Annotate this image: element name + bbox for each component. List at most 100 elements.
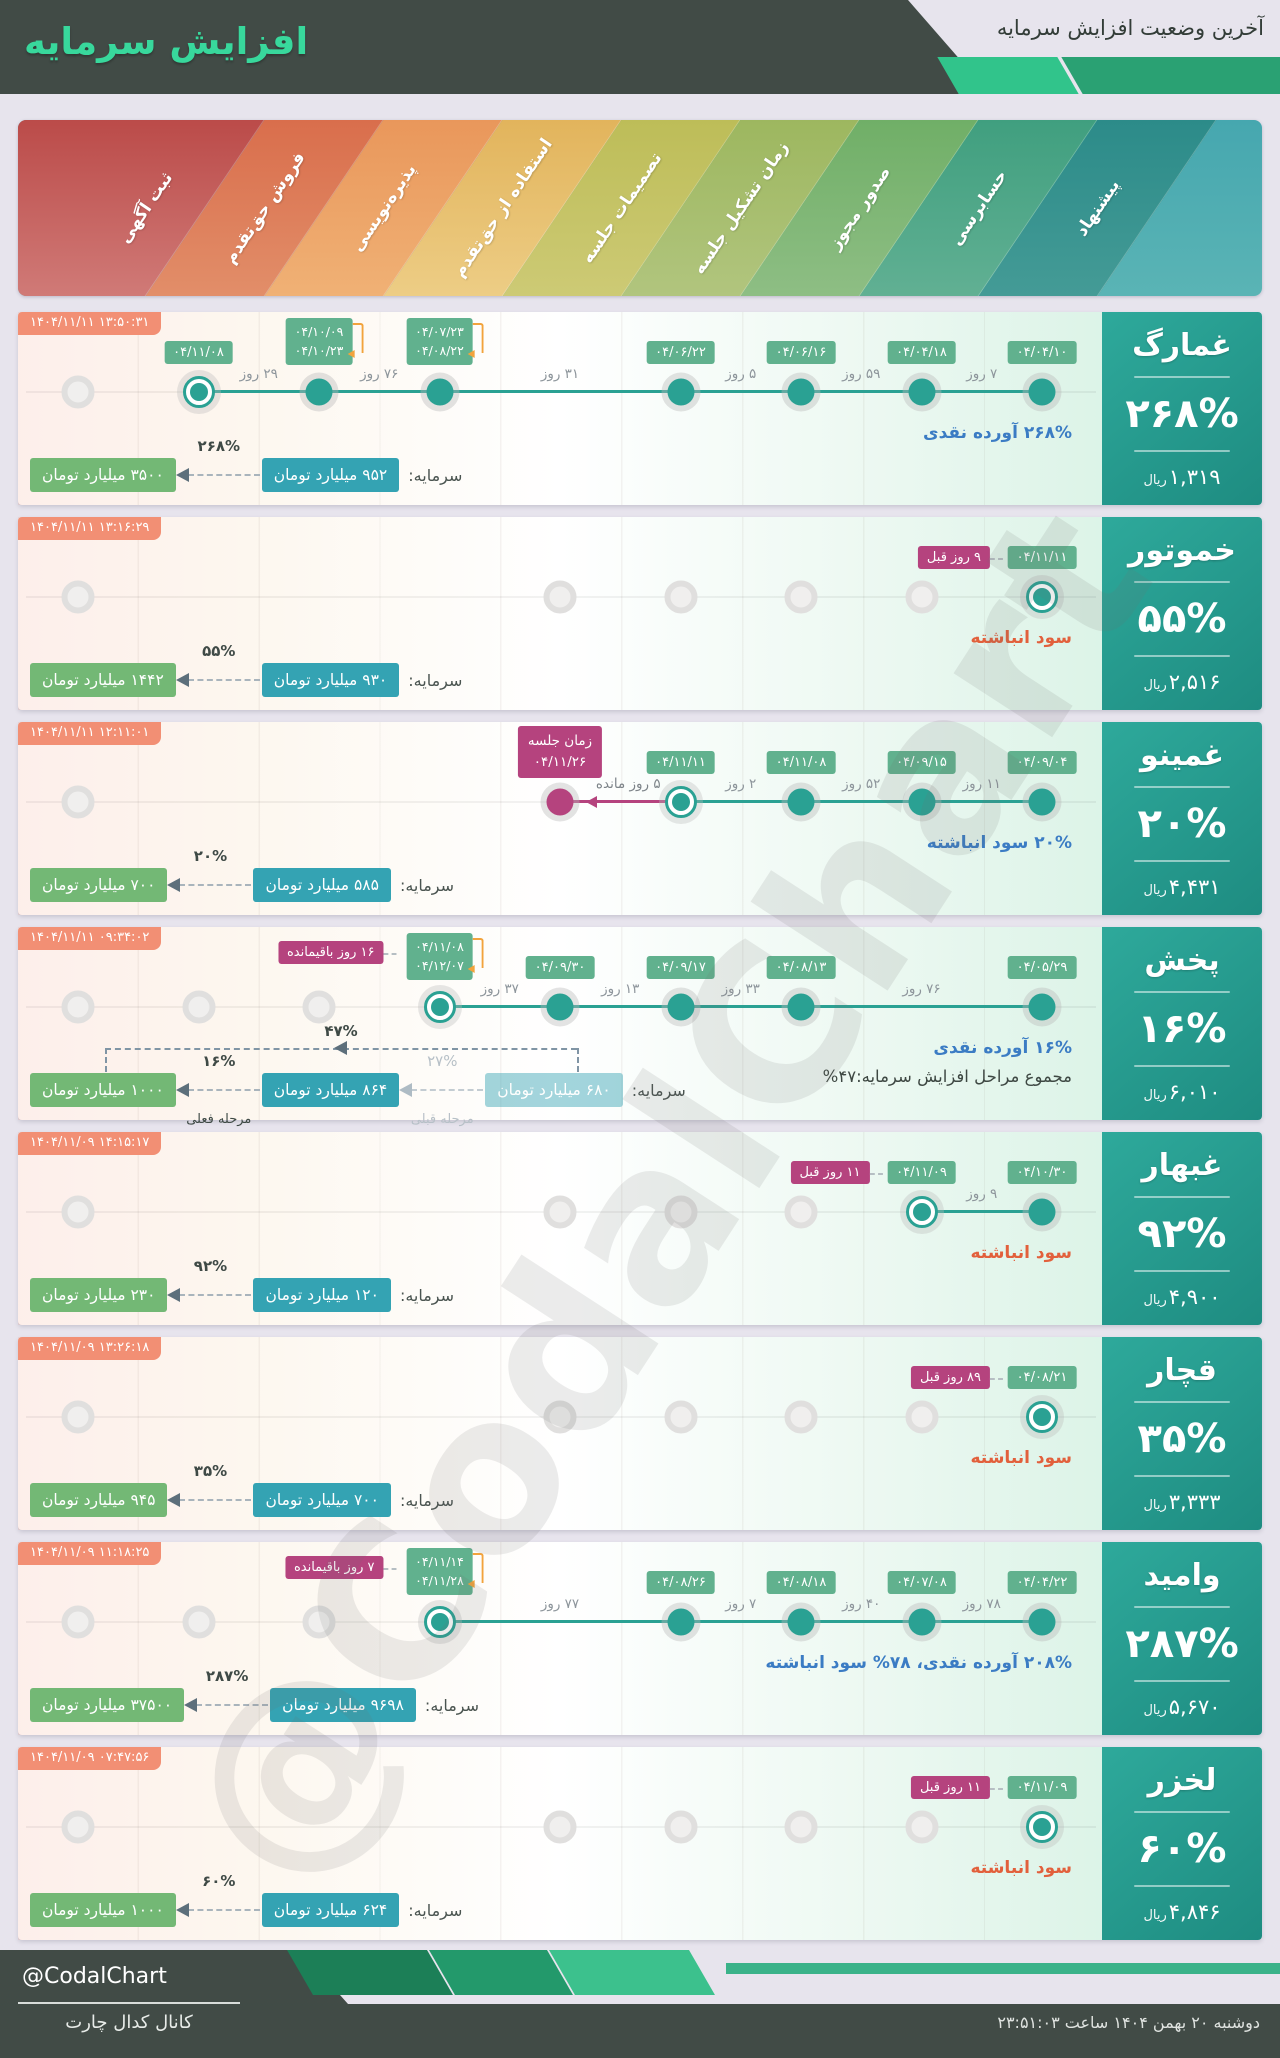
price-value: ۳,۳۳۳ xyxy=(1168,1490,1221,1514)
company-price: ۴,۹۰۰ ریال xyxy=(1143,1285,1220,1309)
timeline-row-لخزر: ۱۴۰۴/۱۱/۰۹ ۰۷:۴۷:۵۶ ۰۴/۱۱/۰۹ ۱۱ روز قبل سود… xyxy=(18,1747,1262,1940)
panel-divider xyxy=(1134,1885,1230,1887)
current-dot-core xyxy=(430,1613,449,1631)
footer-accent-strip xyxy=(726,1963,1280,1974)
stage-dot-done xyxy=(1028,788,1056,816)
capital-label: سرمایه: xyxy=(399,875,455,895)
company-name: غبهار xyxy=(1141,1148,1223,1183)
increase-percent-label: ۲۶۸% xyxy=(197,437,241,455)
overall-arrow-head-icon xyxy=(334,1041,347,1055)
price-unit: ریال xyxy=(1143,1293,1167,1308)
range-bracket-icon xyxy=(467,938,484,973)
overall-path-left xyxy=(105,1048,107,1072)
timeline-row-وامید: ۱۴۰۴/۱۱/۰۹ ۱۱:۱۸:۲۵ ۷۸ روز ۴۰ روز ۷ روز ۷۷ ر… xyxy=(18,1542,1262,1735)
timeline-row-خموتور: ۱۴۰۴/۱۱/۱۱ ۱۳:۱۶:۲۹ ۰۴/۱۱/۱۱ ۹ روز قبل سود … xyxy=(18,517,1262,710)
date-badge: ۰۴/۰۴/۱۰ xyxy=(1007,341,1077,364)
current-dot-core xyxy=(1033,1818,1051,1836)
capital-arrow: ۱۶% مرحله فعلی xyxy=(175,1052,262,1127)
date-badge: ۰۴/۱۱/۰۸ xyxy=(164,341,233,364)
company-name: پخش xyxy=(1144,943,1220,978)
stage-dot-done xyxy=(908,378,935,406)
capital-badge: ۲۳۰ میلیارد تومان xyxy=(30,1278,168,1312)
stage-dot-pending xyxy=(61,375,95,409)
stage-dot-pending xyxy=(905,1400,938,1434)
date-badge: ۰۴/۱۱/۰۹ xyxy=(1007,1776,1077,1799)
days-gap-label: ۳۱ روز xyxy=(540,366,580,382)
panel-divider xyxy=(1134,1270,1230,1272)
last-update-badge: ۱۴۰۴/۱۱/۰۹ ۰۷:۴۷:۵۶ xyxy=(18,1747,162,1770)
stage-dot-current xyxy=(1026,1811,1058,1843)
capital-arrow: ۳۵% xyxy=(167,1462,253,1517)
price-value: ۴,۹۰۰ xyxy=(1168,1285,1221,1309)
footer-datetime: دوشنبه ۲۰ بهمن ۱۴۰۴ ساعت ۲۳:۵۱:۰۳ xyxy=(997,2013,1260,2032)
capital-badge: ۱۴۴۲ میلیارد تومان xyxy=(30,663,176,697)
capital-chain: ۲۳۰ میلیارد تومان ۹۲% ۱۲۰ میلیارد تومان سرم… xyxy=(30,1257,454,1312)
meeting-countdown-label: ۵ روز مانده xyxy=(595,776,661,792)
stage-dot-pending xyxy=(302,990,336,1024)
row-note: سود انباشته xyxy=(970,1858,1072,1878)
date-badge: ۰۴/۰۷/۰۸ xyxy=(887,1571,956,1594)
overall-path-right xyxy=(577,1048,579,1072)
company-name: غمینو xyxy=(1140,738,1224,773)
capital-arrow: ۲۸۷% xyxy=(184,1667,270,1722)
company-percent: ۲۸۷% xyxy=(1125,1621,1239,1667)
stage-dot-done xyxy=(667,993,694,1021)
stage-dot-pending xyxy=(784,1810,818,1844)
stage-dot-pending xyxy=(543,1810,577,1844)
capital-label: سرمایه: xyxy=(408,670,463,690)
row-note: سود انباشته xyxy=(970,628,1072,648)
stage-dot-done xyxy=(787,788,815,816)
panel-divider xyxy=(1134,991,1230,993)
date-range-line: ۰۴/۱۱/۱۴ xyxy=(415,1554,464,1569)
stage-dot-pending xyxy=(543,580,577,614)
capital-chain: ۹۴۵ میلیارد تومان ۳۵% ۷۰۰ میلیارد تومان سرم… xyxy=(30,1462,454,1517)
date-badge: ۰۴/۰۹/۱۷ xyxy=(646,956,715,979)
company-name: خموتور xyxy=(1128,533,1236,568)
meeting-countdown-arrow xyxy=(586,796,597,808)
date-range-badge: ۰۴/۰۷/۲۳ ۰۴/۰۸/۲۲ xyxy=(406,318,484,365)
company-price: ۶,۰۱۰ ریال xyxy=(1143,1080,1220,1104)
price-unit: ریال xyxy=(1143,1088,1167,1103)
arrow-dash xyxy=(187,474,260,476)
panel-divider xyxy=(1134,786,1230,788)
stage-dot-pending xyxy=(61,990,95,1024)
timeline-row-غمارگ: ۱۴۰۴/۱۱/۱۱ ۱۳:۵۰:۳۱ ۷ روز ۵۹ روز ۵ روز ۳۱ رو… xyxy=(18,312,1262,505)
increase-percent-label: ۲۰% xyxy=(193,847,228,865)
increase-percent-label: ۲۸۷% xyxy=(205,1667,249,1685)
arrow-dash xyxy=(179,1294,252,1296)
price-unit: ریال xyxy=(1143,678,1167,693)
timeline-row-غمینو: ۱۴۰۴/۱۱/۱۱ ۱۲:۱۱:۰۱ ۵ روز مانده ۱۱ روز ۵۲ ر… xyxy=(18,722,1262,915)
arrow-dash xyxy=(196,1704,269,1706)
increase-percent-label: ۱۶% xyxy=(202,1052,236,1070)
company-price: ۱,۳۱۹ ریال xyxy=(1143,465,1220,489)
page-subtitle: آخرین وضعیت افزایش سرمایه xyxy=(996,16,1264,40)
date-badge: ۰۴/۰۶/۲۲ xyxy=(646,341,715,364)
company-name: وامید xyxy=(1143,1558,1221,1593)
stage-dot-done xyxy=(546,993,574,1021)
current-dot-core xyxy=(671,793,690,811)
company-panel: غبهار ۹۲% ۴,۹۰۰ ریال xyxy=(1102,1132,1262,1325)
days-gap-label: ۷۶ روز xyxy=(902,981,941,997)
capital-arrow: ۹۲% xyxy=(167,1257,253,1312)
date-badge: ۰۴/۱۰/۳۰ xyxy=(1007,1161,1077,1184)
stage-dot-done xyxy=(787,993,815,1021)
stage-dot-pending xyxy=(664,1400,697,1434)
capital-badge: ۸۶۴ میلیارد تومان xyxy=(261,1073,400,1107)
capital-chain: ۳۷۵۰۰ میلیارد تومان ۲۸۷% ۹۶۹۸ میلیارد توما… xyxy=(30,1667,480,1722)
capital-badge: ۱۰۰۰ میلیارد تومان xyxy=(30,1893,176,1927)
stage-dot-current xyxy=(1026,1401,1058,1433)
stage-dot-done xyxy=(305,378,333,406)
meeting-countdown-line xyxy=(560,800,681,803)
capital-arrow: ۲۶۸% xyxy=(175,437,262,492)
capital-badge: ۷۰۰ میلیارد تومان xyxy=(30,868,168,902)
header-accent-shape xyxy=(1061,57,1280,94)
capital-badge: ۱۰۰۰ میلیارد تومان xyxy=(30,1073,176,1107)
company-name: قچار xyxy=(1147,1353,1217,1388)
stage-dot-done xyxy=(426,378,453,406)
timeline-line xyxy=(198,390,1042,393)
timeline-row-قچار: ۱۴۰۴/۱۱/۰۹ ۱۳:۲۶:۱۸ ۰۴/۰۸/۲۱ ۸۹ روز قبل سود… xyxy=(18,1337,1262,1530)
header-dark-band xyxy=(0,0,990,94)
capital-label: سرمایه: xyxy=(424,1695,480,1715)
days-gap-label: ۱۳ روز xyxy=(601,981,640,997)
